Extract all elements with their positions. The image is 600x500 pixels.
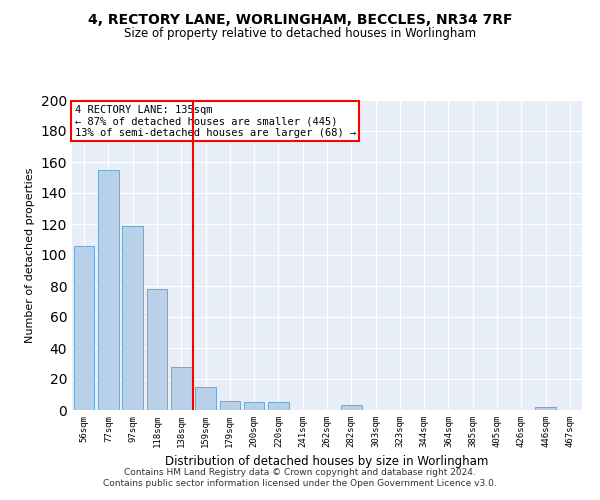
Bar bbox=[171, 366, 191, 410]
Y-axis label: Number of detached properties: Number of detached properties bbox=[25, 168, 35, 342]
Bar bbox=[220, 400, 240, 410]
Text: 4 RECTORY LANE: 135sqm
← 87% of detached houses are smaller (445)
13% of semi-de: 4 RECTORY LANE: 135sqm ← 87% of detached… bbox=[74, 104, 356, 138]
Bar bbox=[195, 387, 216, 410]
Bar bbox=[98, 170, 119, 410]
Text: 4, RECTORY LANE, WORLINGHAM, BECCLES, NR34 7RF: 4, RECTORY LANE, WORLINGHAM, BECCLES, NR… bbox=[88, 12, 512, 26]
Text: Contains HM Land Registry data © Crown copyright and database right 2024.
Contai: Contains HM Land Registry data © Crown c… bbox=[103, 468, 497, 487]
Bar bbox=[122, 226, 143, 410]
Bar bbox=[341, 406, 362, 410]
Bar bbox=[268, 402, 289, 410]
Bar bbox=[244, 402, 265, 410]
Text: Size of property relative to detached houses in Worlingham: Size of property relative to detached ho… bbox=[124, 28, 476, 40]
Bar bbox=[74, 246, 94, 410]
Bar bbox=[146, 289, 167, 410]
Bar bbox=[535, 407, 556, 410]
X-axis label: Distribution of detached houses by size in Worlingham: Distribution of detached houses by size … bbox=[166, 456, 488, 468]
